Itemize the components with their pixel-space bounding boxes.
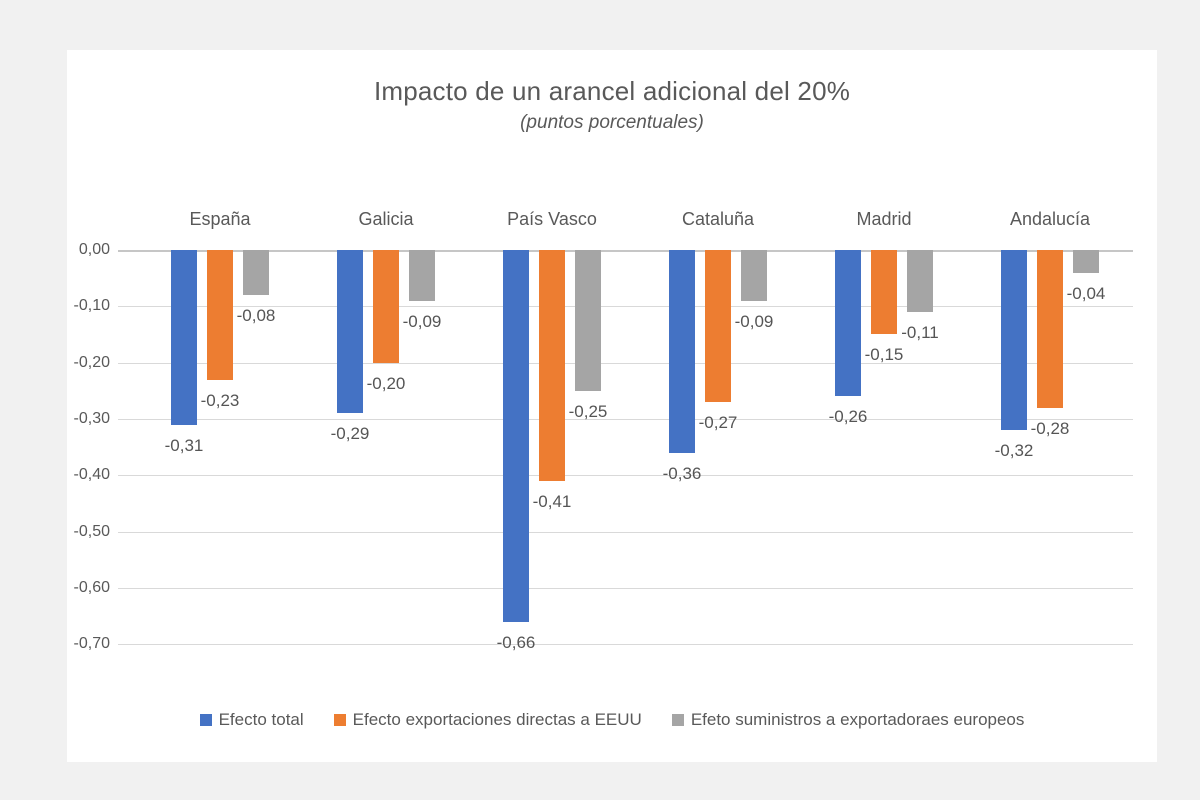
legend-color-swatch <box>671 714 684 726</box>
data-label: -0,29 <box>330 424 370 444</box>
data-label: -0,04 <box>1066 283 1106 303</box>
category-label: País Vasco <box>507 209 597 229</box>
bar <box>835 250 861 397</box>
data-label: -0,25 <box>568 401 608 421</box>
data-label: -0,08 <box>236 306 276 325</box>
chart-title: Impacto de un arancel adicional del 20% <box>373 76 851 106</box>
y-axis-tick-label: -0,20 <box>73 353 110 371</box>
bar <box>373 250 399 363</box>
legend-color-swatch <box>333 714 346 726</box>
bar <box>575 250 601 391</box>
gridline <box>118 418 1133 420</box>
y-axis-tick-label: -0,50 <box>73 522 110 540</box>
zero-axis-line <box>118 250 1133 252</box>
legend-item: Efecto total <box>199 710 304 730</box>
y-axis-tick-label: -0,40 <box>73 466 110 484</box>
y-axis-tick-label: -0,10 <box>73 297 110 315</box>
legend-item: Efecto exportaciones directas a EEUU <box>333 710 642 730</box>
data-label: -0,26 <box>828 407 868 427</box>
data-label: -0,23 <box>200 390 240 410</box>
data-label: -0,41 <box>532 491 572 511</box>
category-label: Andalucía <box>1009 209 1091 229</box>
chart-card: Impacto de un arancel adicional del 20% … <box>67 50 1157 762</box>
legend-item: Efeto suministros a exportadoraes europe… <box>671 710 1025 730</box>
data-label: -0,28 <box>1030 418 1070 438</box>
legend-label: Efeto suministros a exportadoraes europe… <box>690 710 1025 729</box>
bar <box>669 250 695 453</box>
gridline <box>118 531 1133 533</box>
y-axis-tick-label: -0,30 <box>73 409 110 427</box>
chart-subtitle: (puntos porcentuales) <box>520 112 704 133</box>
category-label: Madrid <box>856 209 912 229</box>
bar <box>705 250 731 402</box>
category-label: Galicia <box>358 209 414 229</box>
bar <box>871 250 897 335</box>
category-label: España <box>189 209 251 229</box>
gridline <box>118 587 1133 589</box>
bar <box>409 250 435 301</box>
gridline <box>118 362 1133 364</box>
bar <box>1037 250 1063 408</box>
category-label: Cataluña <box>681 209 755 229</box>
legend-label: Efecto total <box>218 710 304 729</box>
data-label: -0,09 <box>734 311 774 331</box>
bar <box>1001 250 1027 431</box>
data-label: -0,31 <box>164 435 204 455</box>
data-label: -0,36 <box>662 463 702 483</box>
data-label: -0,09 <box>402 311 442 331</box>
y-axis-tick-label: -0,70 <box>73 635 110 653</box>
data-label: -0,20 <box>366 373 406 393</box>
y-axis-tick-label: -0,60 <box>73 578 110 596</box>
legend: Efecto total Efecto exportaciones directa… <box>67 710 1157 730</box>
bar <box>207 250 233 380</box>
legend-label: Efecto exportaciones directas a EEUU <box>352 710 642 729</box>
gridline <box>118 306 1133 308</box>
data-label: -0,27 <box>698 413 738 432</box>
bar <box>337 250 363 414</box>
y-axis-tick-label: 0,00 <box>78 241 110 258</box>
bar <box>907 250 933 312</box>
bar <box>243 250 269 295</box>
gridline <box>118 475 1133 477</box>
data-label: -0,15 <box>864 345 904 365</box>
data-label: -0,32 <box>994 441 1034 461</box>
bar <box>171 250 197 425</box>
legend-color-swatch <box>199 714 212 726</box>
data-label: -0,11 <box>901 322 939 342</box>
data-label: -0,66 <box>496 632 536 652</box>
bar <box>503 250 529 622</box>
gridline <box>118 644 1133 646</box>
bar <box>1073 250 1099 273</box>
bar <box>741 250 767 301</box>
bar <box>539 250 565 481</box>
